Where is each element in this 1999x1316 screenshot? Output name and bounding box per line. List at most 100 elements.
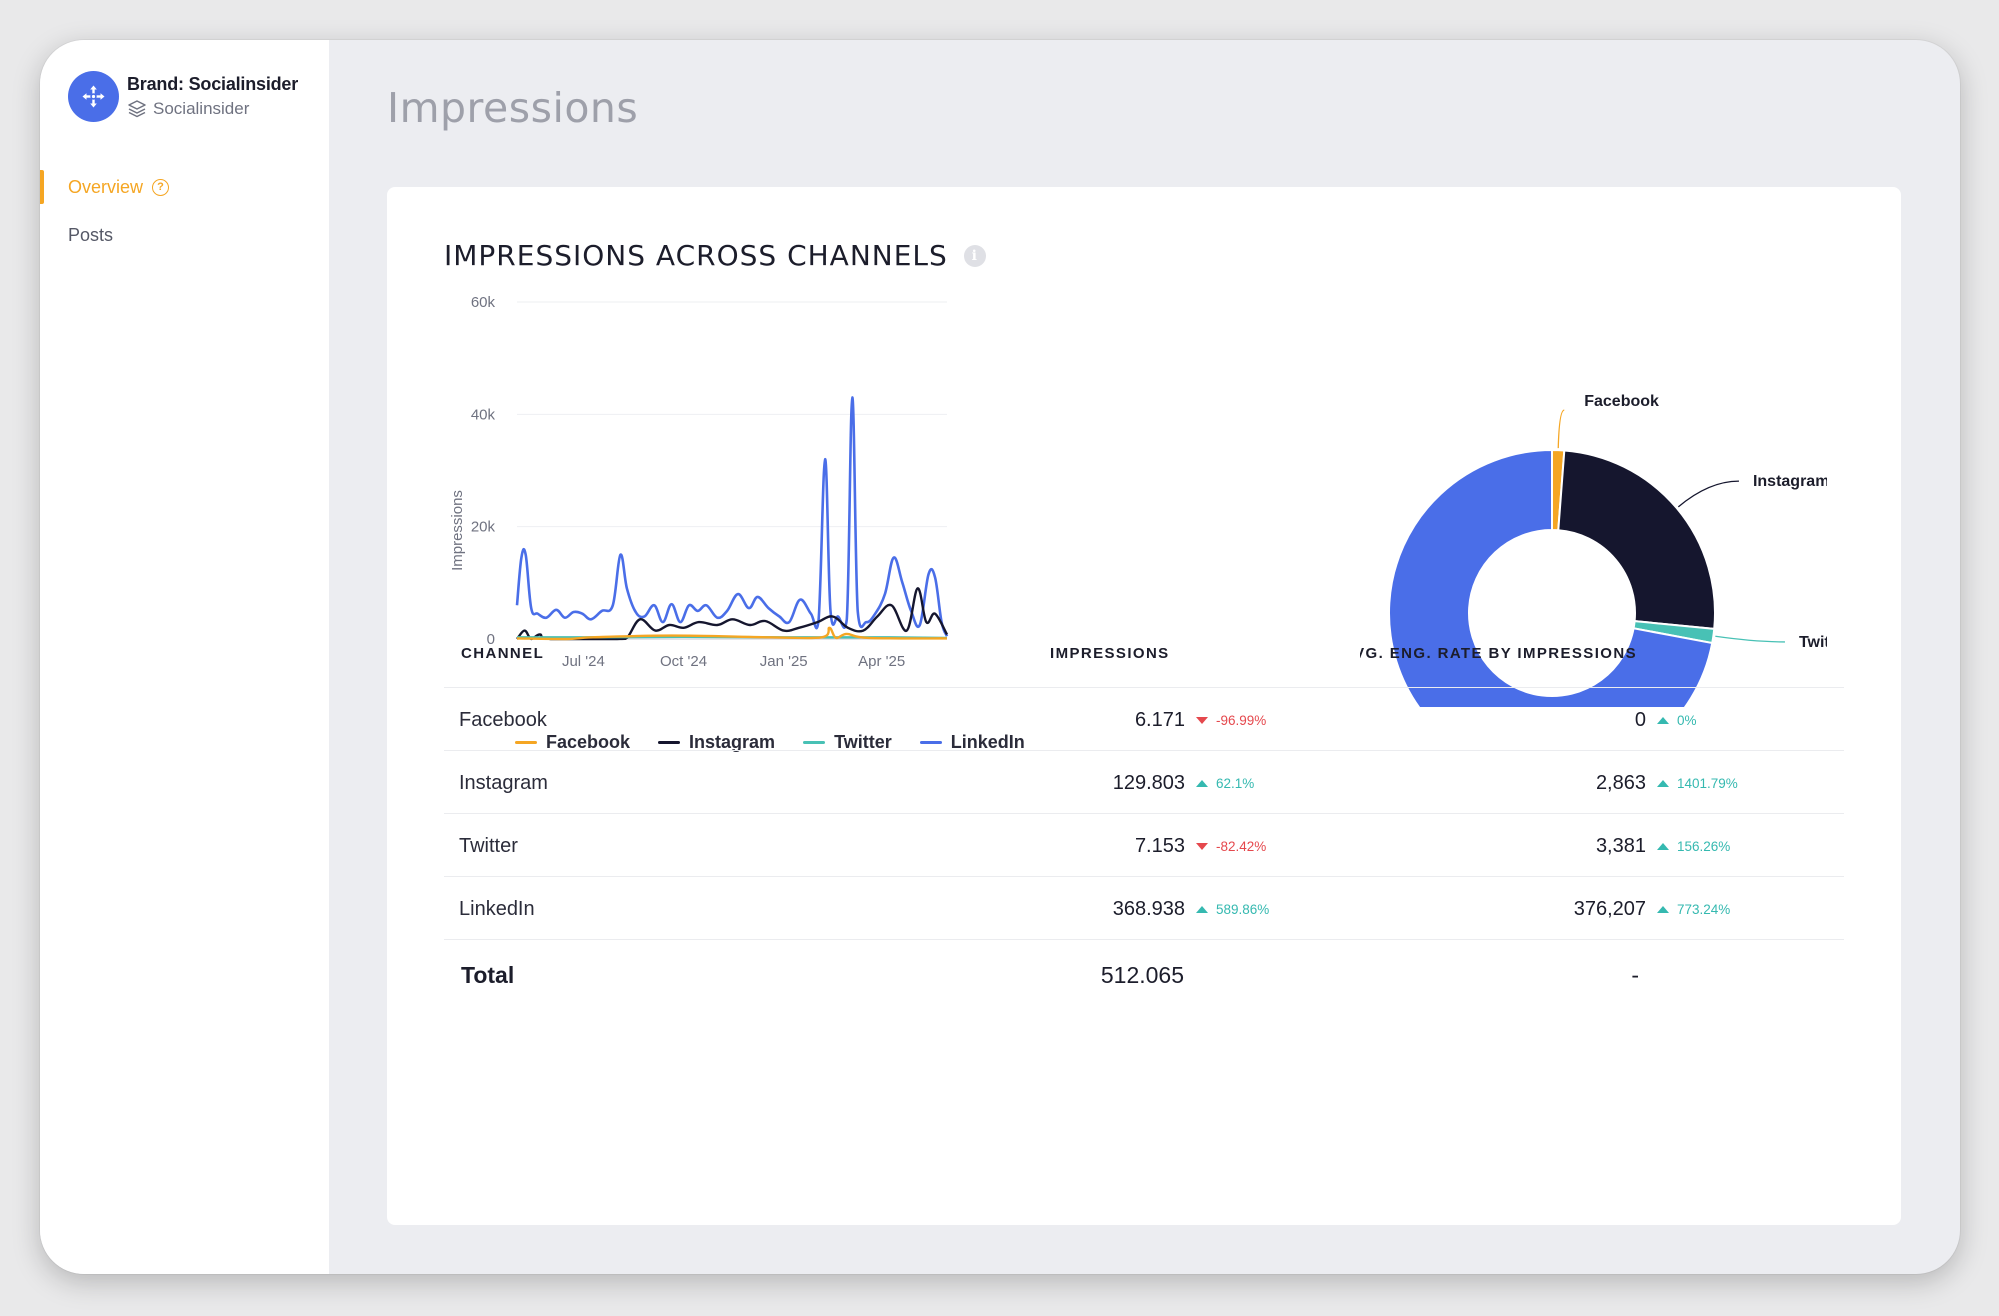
x-tick-label: Apr '25 <box>858 653 905 670</box>
legend-label: Instagram <box>689 732 776 752</box>
change-value: 589.86% <box>1216 901 1270 917</box>
change-badge: -82.42% <box>1196 814 1266 878</box>
y-axis-label: Impressions <box>449 490 466 571</box>
y-tick-label: 20k <box>471 519 496 536</box>
triangle-up-icon <box>1657 716 1669 724</box>
eng-rate-value: 2,863 <box>1595 771 1646 794</box>
help-icon[interactable]: ? <box>152 178 170 196</box>
triangle-up-icon <box>1196 779 1208 787</box>
legend-swatch <box>803 741 826 744</box>
y-tick-label: 40k <box>471 406 496 423</box>
legend-label: LinkedIn <box>950 732 1025 752</box>
change-badge: -96.99% <box>1196 688 1266 752</box>
pie-leader-line <box>1715 635 1785 643</box>
legend-item-twitter[interactable]: Twitter <box>803 732 892 753</box>
legend-item-instagram[interactable]: Instagram <box>658 732 775 753</box>
triangle-up-icon <box>1196 905 1208 913</box>
total-label: Total <box>461 961 515 988</box>
sidebar-item-label: Posts <box>68 224 114 245</box>
pie-leader-line <box>1557 409 1565 449</box>
pie-label: Instagram <box>1753 473 1827 490</box>
legend-label: Facebook <box>546 732 631 752</box>
x-tick-label: Oct '24 <box>660 653 707 670</box>
brand-switcher[interactable]: Brand: Socialinsider Socialinsider <box>68 71 298 122</box>
brand-subtitle: Socialinsider <box>127 99 298 119</box>
y-tick-label: 0 <box>487 631 495 648</box>
impressions-value: 6.171 <box>1134 708 1185 731</box>
series-line-facebook[interactable] <box>516 626 948 641</box>
triangle-up-icon <box>1657 842 1669 850</box>
triangle-up-icon <box>1657 779 1669 787</box>
impressions-line-chart: 0 20k 40k 60k Jul '24 Oct '24 Jan '25 Apr '25 Im… <box>449 294 949 670</box>
triangle-down-icon <box>1196 842 1208 850</box>
legend-swatch <box>658 741 681 744</box>
change-badge: 62.1% <box>1196 751 1254 815</box>
legend-swatch <box>515 741 537 744</box>
page-title: Impressions <box>387 84 639 132</box>
legend-item-facebook[interactable]: Facebook <box>515 732 630 753</box>
change-badge: 589.86% <box>1196 877 1269 941</box>
chart-legend: Facebook Instagram Twitter LinkedIn <box>515 732 1053 753</box>
impressions-value: 7.153 <box>1134 834 1185 857</box>
column-header-impressions: IMPRESSIONS <box>1050 645 1170 662</box>
triangle-down-icon <box>1196 716 1208 724</box>
total-impressions: 512.065 <box>1100 961 1184 988</box>
pie-label: Facebook <box>1584 393 1659 410</box>
change-value: 62.1% <box>1216 775 1255 791</box>
change-value: 156.26% <box>1677 838 1731 854</box>
impressions-value: 129.803 <box>1112 771 1185 794</box>
brand-logo <box>68 71 119 122</box>
app-window: Brand: Socialinsider Socialinsider Overv… <box>40 40 1960 1274</box>
change-value: -82.42% <box>1216 838 1267 854</box>
table-total-row: Total 512.065 - <box>444 939 1844 1009</box>
triangle-up-icon <box>1657 905 1669 913</box>
sidebar-item-posts[interactable]: Posts <box>40 211 329 259</box>
layers-icon <box>128 100 146 118</box>
table-row[interactable]: LinkedIn 368.938 589.86% 376,207 773.24% <box>444 876 1844 940</box>
channel-name: LinkedIn <box>459 897 535 920</box>
info-icon[interactable]: i <box>963 244 986 267</box>
impressions-value: 368.938 <box>1112 897 1185 920</box>
eng-rate-value: 0 <box>1634 708 1646 731</box>
table-row[interactable]: Instagram 129.803 62.1% 2,863 1401.79% <box>444 750 1844 814</box>
pie-slice-instagram[interactable] <box>1557 449 1716 630</box>
sidebar-item-label: Overview <box>68 176 144 197</box>
card-title-text: IMPRESSIONS ACROSS CHANNELS <box>444 239 948 272</box>
series-line-linkedin[interactable] <box>515 396 949 637</box>
x-tick-label: Jul '24 <box>562 653 605 670</box>
crosshair-icon <box>82 85 105 108</box>
brand-title: Brand: Socialinsider <box>127 74 299 94</box>
change-value: -96.99% <box>1216 712 1267 728</box>
legend-label: Twitter <box>834 732 892 752</box>
total-eng-rate: - <box>1631 961 1639 988</box>
change-value: 773.24% <box>1677 901 1731 917</box>
x-tick-label: Jan '25 <box>760 653 808 670</box>
pie-slice-linkedin[interactable] <box>1388 448 1714 707</box>
change-badge: 773.24% <box>1657 877 1730 941</box>
series-line-instagram[interactable] <box>516 587 949 641</box>
change-badge: 156.26% <box>1657 814 1730 878</box>
card-title: IMPRESSIONS ACROSS CHANNELS i <box>444 239 986 272</box>
channel-name: Facebook <box>459 708 547 731</box>
change-value: 0% <box>1677 712 1697 728</box>
sidebar-item-overview[interactable]: Overview ? <box>40 163 329 211</box>
legend-item-linkedin[interactable]: LinkedIn <box>919 732 1025 753</box>
sidebar: Brand: Socialinsider Socialinsider Overv… <box>40 40 329 1274</box>
column-header-channel: CHANNEL <box>461 645 545 662</box>
change-badge: 0% <box>1657 688 1697 752</box>
brand-subtitle-text: Socialinsider <box>153 99 250 118</box>
eng-rate-value: 376,207 <box>1573 897 1646 920</box>
sidebar-nav: Overview ? Posts <box>40 163 329 259</box>
y-tick-label: 60k <box>471 294 496 311</box>
table-row[interactable]: Facebook 6.171 -96.99% 0 0% <box>444 687 1844 751</box>
column-header-eng-rate: AVG. ENG. RATE BY IMPRESSIONS <box>1360 645 1637 662</box>
channel-name: Instagram <box>459 771 548 794</box>
eng-rate-value: 3,381 <box>1595 834 1646 857</box>
pie-label: Twitter <box>1799 634 1827 651</box>
change-badge: 1401.79% <box>1657 751 1738 815</box>
change-value: 1401.79% <box>1677 775 1738 791</box>
channel-name: Twitter <box>459 834 518 857</box>
pie-leader-line <box>1677 480 1739 508</box>
table-row[interactable]: Twitter 7.153 -82.42% 3,381 156.26% <box>444 813 1844 877</box>
